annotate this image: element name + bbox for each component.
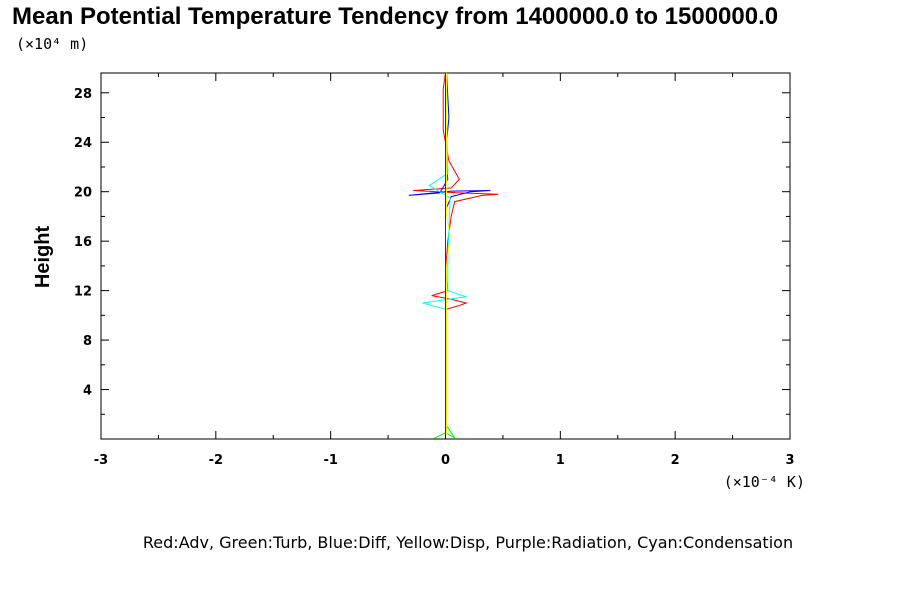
- series-line-condensation: [422, 72, 467, 436]
- series-line-diff: [408, 72, 491, 436]
- x-tick-label: 1: [556, 453, 565, 468]
- x-tick-label: 0: [441, 453, 450, 468]
- y-tick-label: 12: [74, 285, 92, 300]
- series-line-disp: [446, 73, 451, 436]
- y-tick-label: 28: [74, 87, 92, 102]
- y-axis-label: Height: [32, 226, 54, 289]
- x-tick-label: 2: [671, 453, 680, 468]
- y-tick-label: 24: [74, 136, 92, 151]
- y-tick-label: 4: [83, 384, 92, 399]
- legend-text: Red:Adv, Green:Turb, Blue:Diff, Yellow:D…: [143, 533, 793, 552]
- x-tick-label: -2: [209, 453, 223, 468]
- y-tick-label: 8: [83, 334, 92, 349]
- y-tick-label: 16: [74, 235, 92, 250]
- x-tick-label: -3: [94, 453, 108, 468]
- series-lines: [408, 72, 499, 439]
- x-unit-label: (×10⁻⁴ K): [724, 473, 805, 491]
- series-line-turb: [433, 73, 456, 439]
- x-tick-label: 3: [785, 453, 794, 468]
- y-tick-label: 20: [74, 186, 92, 201]
- series-line-adv: [413, 72, 499, 436]
- x-tick-label: -1: [323, 453, 337, 468]
- y-unit-label: (×10⁴ m): [16, 35, 88, 53]
- chart-title: Mean Potential Temperature Tendency from…: [12, 3, 778, 30]
